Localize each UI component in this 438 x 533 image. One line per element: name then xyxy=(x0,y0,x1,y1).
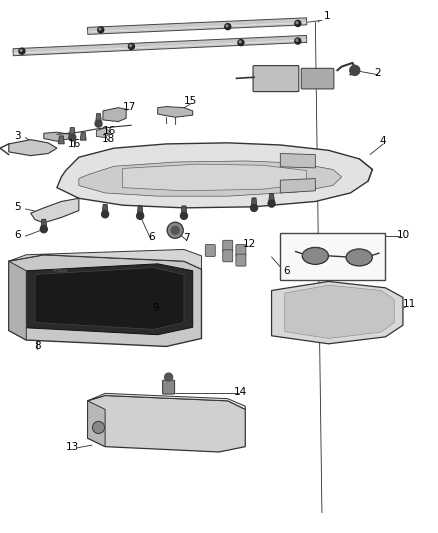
Text: mopar: mopar xyxy=(53,268,69,273)
FancyBboxPatch shape xyxy=(162,380,175,394)
Circle shape xyxy=(296,39,298,41)
Circle shape xyxy=(350,66,360,75)
Text: 7: 7 xyxy=(183,233,190,243)
Polygon shape xyxy=(88,401,105,447)
Polygon shape xyxy=(69,127,75,138)
Circle shape xyxy=(20,50,22,51)
Polygon shape xyxy=(95,114,102,124)
Text: 6: 6 xyxy=(148,232,155,242)
Polygon shape xyxy=(88,395,245,452)
Polygon shape xyxy=(102,204,108,214)
Circle shape xyxy=(226,25,228,27)
FancyBboxPatch shape xyxy=(236,245,246,256)
Text: 13: 13 xyxy=(66,442,79,451)
Polygon shape xyxy=(79,161,342,196)
FancyBboxPatch shape xyxy=(205,245,215,256)
Text: 6: 6 xyxy=(14,230,21,239)
Polygon shape xyxy=(285,285,394,338)
Polygon shape xyxy=(9,261,26,340)
Polygon shape xyxy=(103,108,126,122)
Text: 6: 6 xyxy=(283,266,290,276)
Text: 1: 1 xyxy=(324,11,331,21)
Text: 4: 4 xyxy=(380,136,387,146)
Text: 16: 16 xyxy=(103,126,116,135)
Polygon shape xyxy=(41,219,47,229)
Circle shape xyxy=(99,28,101,30)
Polygon shape xyxy=(9,255,201,346)
Polygon shape xyxy=(280,179,315,193)
Circle shape xyxy=(167,222,183,238)
Circle shape xyxy=(251,204,258,212)
Circle shape xyxy=(102,211,109,218)
Circle shape xyxy=(225,23,231,30)
Text: 18: 18 xyxy=(102,134,115,143)
Polygon shape xyxy=(26,264,193,335)
Polygon shape xyxy=(44,132,70,141)
Ellipse shape xyxy=(302,247,328,264)
Text: 9: 9 xyxy=(152,303,159,313)
Polygon shape xyxy=(88,18,307,35)
Circle shape xyxy=(95,120,102,127)
Polygon shape xyxy=(31,198,79,223)
Ellipse shape xyxy=(346,249,372,266)
Text: 11: 11 xyxy=(403,299,416,309)
Text: 3: 3 xyxy=(14,131,21,141)
Circle shape xyxy=(165,373,173,381)
Circle shape xyxy=(239,41,241,43)
Circle shape xyxy=(137,212,144,220)
Polygon shape xyxy=(268,193,275,204)
Polygon shape xyxy=(181,206,187,216)
FancyBboxPatch shape xyxy=(236,254,246,266)
Polygon shape xyxy=(88,393,245,409)
Circle shape xyxy=(92,422,105,433)
Polygon shape xyxy=(251,198,257,208)
Polygon shape xyxy=(58,136,64,144)
FancyBboxPatch shape xyxy=(301,68,334,89)
Circle shape xyxy=(268,200,275,207)
Circle shape xyxy=(295,20,301,27)
Polygon shape xyxy=(9,140,57,156)
Polygon shape xyxy=(158,107,193,117)
Polygon shape xyxy=(57,143,372,208)
Circle shape xyxy=(98,27,104,33)
Circle shape xyxy=(295,38,301,44)
Polygon shape xyxy=(272,281,403,344)
Circle shape xyxy=(128,43,134,50)
Text: 10: 10 xyxy=(396,230,410,239)
Circle shape xyxy=(69,134,76,141)
Circle shape xyxy=(296,22,298,23)
Polygon shape xyxy=(35,268,184,329)
Polygon shape xyxy=(123,164,307,191)
Text: 16: 16 xyxy=(68,139,81,149)
Bar xyxy=(280,233,385,280)
Circle shape xyxy=(40,225,47,233)
Polygon shape xyxy=(280,154,315,168)
Circle shape xyxy=(130,45,131,46)
Text: 12: 12 xyxy=(243,239,256,249)
Text: 5: 5 xyxy=(14,202,21,212)
Polygon shape xyxy=(96,128,110,138)
Polygon shape xyxy=(137,206,143,216)
FancyBboxPatch shape xyxy=(223,240,233,252)
Text: 17: 17 xyxy=(123,102,136,111)
Circle shape xyxy=(238,39,244,46)
Text: 2: 2 xyxy=(374,68,381,78)
Polygon shape xyxy=(13,35,307,56)
Polygon shape xyxy=(80,132,86,140)
Text: 14: 14 xyxy=(233,387,247,397)
Circle shape xyxy=(19,48,25,54)
FancyBboxPatch shape xyxy=(253,66,299,92)
FancyBboxPatch shape xyxy=(223,250,233,262)
Circle shape xyxy=(171,226,179,235)
Polygon shape xyxy=(9,249,201,269)
Text: 15: 15 xyxy=(184,96,197,106)
Text: 8: 8 xyxy=(34,342,41,351)
Circle shape xyxy=(180,212,187,220)
